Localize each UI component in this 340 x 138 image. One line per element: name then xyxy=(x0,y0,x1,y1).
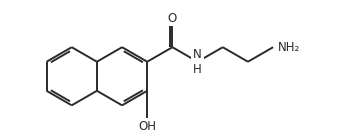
Text: OH: OH xyxy=(138,120,156,133)
Text: NH₂: NH₂ xyxy=(277,41,300,54)
Text: N
H: N H xyxy=(193,48,202,76)
Text: O: O xyxy=(168,12,177,25)
